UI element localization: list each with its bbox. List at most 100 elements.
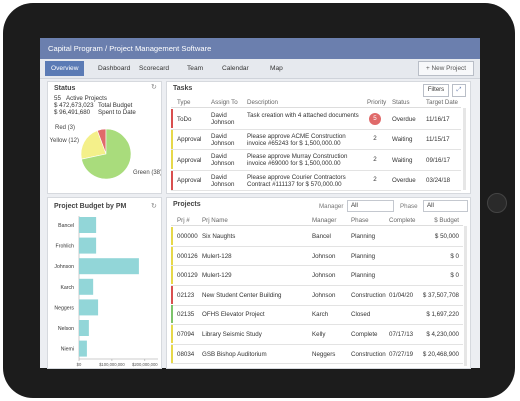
chart-title: Project Budget by PM xyxy=(54,203,127,210)
description-cell: Please approve Murray Construction invoi… xyxy=(247,153,348,167)
projects-panel: Projects Manager All Phase All Prj # Prj Name M… xyxy=(166,197,471,369)
row-flag xyxy=(171,266,173,285)
bar xyxy=(79,299,99,316)
y-tick-label: Niemi xyxy=(61,347,74,353)
name-cell: GSB Bishop Auditorium xyxy=(202,350,267,358)
status-label: Total Budget xyxy=(98,102,133,109)
divider xyxy=(171,107,461,108)
column-header: Target Date xyxy=(426,99,458,106)
filter-label: Phase xyxy=(400,203,418,210)
row-divider xyxy=(171,190,461,191)
type-cell: ToDo xyxy=(177,115,192,123)
row-divider xyxy=(171,149,461,150)
priority-cell: 2 xyxy=(373,176,377,183)
manager-cell: Johnson xyxy=(312,252,336,260)
y-tick-label: Bancel xyxy=(58,223,74,229)
x-tick-label: $200,000,000 xyxy=(132,362,158,367)
nav-tab[interactable]: Map xyxy=(270,65,283,72)
row-divider xyxy=(171,343,463,345)
row-flag xyxy=(171,246,173,265)
expand-button[interactable]: ⤢ xyxy=(452,84,466,97)
manager-cell: Karch xyxy=(312,311,329,319)
bar xyxy=(79,278,94,295)
id-cell: 000000 xyxy=(177,233,198,240)
pie-slice xyxy=(81,128,132,180)
phase-cell: Closed xyxy=(351,311,371,319)
id-cell: 07094 xyxy=(177,331,195,338)
phase-cell: Complete xyxy=(351,331,378,338)
status-cell: Overdue xyxy=(392,177,416,184)
nav-tab[interactable]: Scorecard xyxy=(139,65,170,72)
bar xyxy=(79,320,89,336)
panel-title: Projects xyxy=(173,201,201,208)
column-header: Description xyxy=(247,99,278,106)
row-divider xyxy=(171,324,463,325)
pie-label: Red (3) xyxy=(55,125,75,131)
divider xyxy=(171,225,463,226)
refresh-icon: ↻ xyxy=(151,84,157,91)
column-header: Prj # xyxy=(177,217,190,224)
nav-tab[interactable]: Calendar xyxy=(222,65,249,72)
panel-title: Tasks xyxy=(173,85,193,92)
row-divider xyxy=(171,285,463,286)
column-header: Complete xyxy=(389,217,416,224)
bar-chart: Project Budget by PM ↻ $0 $100,000,000 $200,… xyxy=(54,203,158,367)
column-header: Phase xyxy=(351,217,369,224)
row-flag xyxy=(171,170,173,190)
scrollbar xyxy=(463,108,466,190)
phase-select[interactable]: All xyxy=(423,200,468,212)
home-button[interactable] xyxy=(487,193,507,213)
phase-cell: Planning xyxy=(351,252,376,260)
new-project-button[interactable]: + New Project xyxy=(418,61,474,76)
status-value: $ 472,673,023 xyxy=(54,102,94,109)
x-tick-label: $0 xyxy=(77,362,82,367)
target-cell: 09/16/17 xyxy=(426,156,451,164)
y-tick-label: Neggers xyxy=(54,305,74,311)
name-cell: Mulert-128 xyxy=(202,252,232,260)
nav-tab[interactable]: Dashboard xyxy=(98,65,131,72)
nav-bar: Overview Dashboard Scorecard Team Calendar Ma… xyxy=(40,59,480,79)
assign-cell: David Johnson xyxy=(211,173,235,188)
budget-cell: $ 37,507,708 xyxy=(422,291,459,299)
y-tick-label: Frohlich xyxy=(56,244,75,250)
row-divider xyxy=(171,304,463,306)
row-flag xyxy=(171,227,173,245)
manager-select[interactable]: All xyxy=(347,200,394,212)
nav-tab[interactable]: Team xyxy=(187,65,204,72)
manager-cell: Bancel xyxy=(312,233,331,240)
status-value: $ 96,491,680 xyxy=(54,109,91,116)
type-cell: Approval xyxy=(177,156,202,164)
pie-label: Green (38) xyxy=(133,170,161,176)
name-cell: Mulert-129 xyxy=(202,272,232,280)
budget-cell: $ 20,468,900 xyxy=(422,350,459,358)
filters-button[interactable]: Filters xyxy=(423,84,449,97)
type-cell: Approval xyxy=(177,177,202,184)
phase-cell: Construction xyxy=(351,291,386,299)
status-cell: Waiting xyxy=(392,156,413,164)
status-panel: Status ↻ 55 Active Projects $ 472,673,023 Tot… xyxy=(47,81,162,194)
column-header: Type xyxy=(177,99,191,106)
priority-cell: 2 xyxy=(373,135,377,142)
budget-cell: $ 4,230,000 xyxy=(426,331,459,338)
status-value: 55 xyxy=(54,95,61,102)
budget-panel: Project Budget by PM ↻ $0 $100,000,000 $200,… xyxy=(47,197,162,369)
phase-cell: Planning xyxy=(351,272,376,280)
status-cell: Overdue xyxy=(392,115,416,123)
status-label: Active Projects xyxy=(66,95,107,102)
column-header: Manager xyxy=(312,217,337,224)
priority-cell: 5 xyxy=(369,112,381,125)
row-divider xyxy=(171,363,463,364)
id-cell: 08034 xyxy=(177,350,195,358)
bar xyxy=(79,258,139,275)
nav-tab[interactable]: Overview xyxy=(45,61,85,76)
row-divider xyxy=(171,128,461,129)
budget-cell: $ 50,000 xyxy=(434,233,459,240)
row-flag xyxy=(171,150,173,169)
status-cell: Waiting xyxy=(392,136,413,143)
column-header: Status xyxy=(392,99,410,106)
row-flag xyxy=(171,305,173,324)
priority-cell: 2 xyxy=(373,155,377,163)
row-divider xyxy=(171,265,463,266)
assign-cell: David Johnson xyxy=(211,112,235,126)
id-cell: 000129 xyxy=(177,272,198,280)
